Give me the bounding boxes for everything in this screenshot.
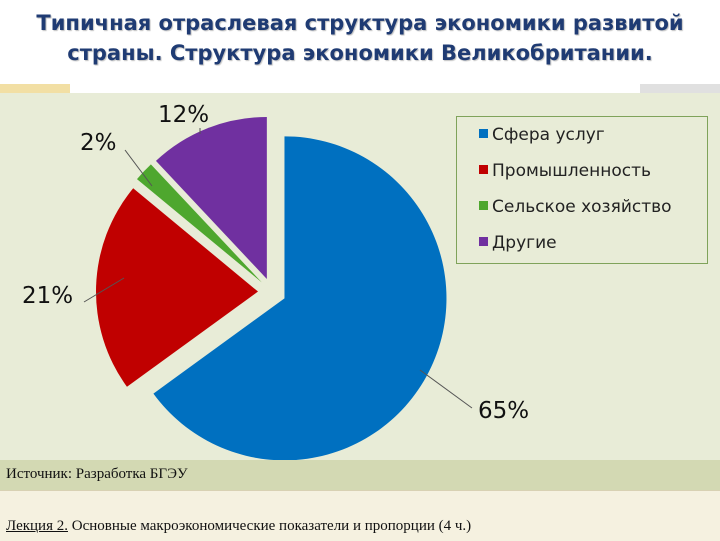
title-divider <box>0 84 720 93</box>
legend-label-industry: Промышленность <box>492 161 652 181</box>
legend-swatch-agriculture <box>479 201 488 210</box>
pie-slice-industry <box>96 188 259 387</box>
legend-label-agriculture: Сельское хозяйство <box>492 197 672 217</box>
legend-swatch-industry <box>479 165 488 174</box>
data-label-other: 12% <box>158 102 209 128</box>
leader-line-services <box>419 369 473 409</box>
legend-item-agriculture: Сельское хозяйство <box>479 197 672 221</box>
leader-line-industry <box>83 277 125 303</box>
leader-line-agriculture <box>124 149 153 187</box>
data-label-agriculture: 2% <box>80 130 117 156</box>
footer-bar <box>0 490 720 541</box>
pie-chart: 65% 21% 2% 12% <box>22 102 529 460</box>
legend-item-industry: Промышленность <box>479 161 651 185</box>
legend-item-other: Другие <box>479 233 557 257</box>
pie-slice-agriculture <box>136 164 262 283</box>
footer-note: Лекция 2. Основные макроэкономические по… <box>6 518 471 535</box>
pie-slice-services <box>153 136 447 460</box>
legend-swatch-services <box>479 129 488 138</box>
footer-topic: Основные макроэкономические показатели и… <box>67 518 472 534</box>
source-bar <box>0 460 720 490</box>
legend-label-services: Сфера услуг <box>492 125 605 145</box>
legend-label-other: Другие <box>492 233 557 253</box>
page-title: Типичная отраслевая структура экономики … <box>36 11 684 65</box>
source-note: Источник: Разработка БГЭУ <box>6 466 188 482</box>
footer-lecture: Лекция 2. <box>6 518 68 534</box>
legend-item-services: Сфера услуг <box>479 125 605 149</box>
legend-swatch-other <box>479 237 488 246</box>
pie-slice-other <box>155 116 267 279</box>
data-label-services: 65% <box>478 398 529 424</box>
chart-legend: Сфера услуг Промышленность Сельское хозя… <box>456 116 708 264</box>
data-label-industry: 21% <box>22 283 73 309</box>
